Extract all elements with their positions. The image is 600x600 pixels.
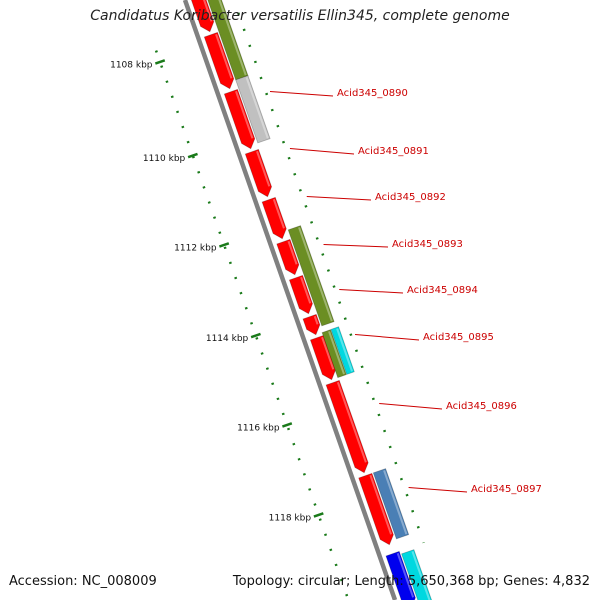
gene-label: Acid345_0892 [375, 192, 446, 203]
steelblue-feature [372, 468, 410, 540]
olive-feature-highlight [298, 227, 333, 322]
gene-leader-line [339, 288, 404, 294]
blue-cds-arrow-highlight [396, 552, 415, 598]
gene-label: Acid345_0890 [337, 88, 408, 99]
ruler-tick [187, 152, 198, 159]
ruler-tick [313, 512, 324, 518]
ruler-tick [281, 422, 293, 428]
steelblue-feature-highlight [383, 470, 408, 535]
cyan-feature-highlight [411, 551, 431, 600]
outer-track [232, 0, 425, 544]
grey-feature-highlight [245, 77, 269, 139]
gene-leader-line [306, 195, 372, 201]
gene-label: Acid345_0891 [358, 146, 429, 157]
cds-arrow-highlight [256, 150, 271, 187]
ruler-track [154, 50, 350, 600]
cds-arrow-highlight [203, 0, 213, 22]
scale-label: 1110 kbp [143, 154, 186, 164]
map-title: Candidatus Koribacter versatilis Ellin34… [90, 8, 510, 24]
cds-arrow [223, 88, 256, 150]
cds-arrow [358, 472, 394, 546]
cds-arrow-highlight [287, 240, 298, 265]
gene-leader-line [379, 402, 443, 410]
cds-arrow-highlight [336, 381, 367, 463]
cds-arrow-highlight [369, 474, 393, 535]
gene-leader-line [289, 147, 355, 155]
ruler-tick [154, 59, 166, 65]
cds-arrow-highlight [321, 336, 335, 370]
cds-arrow-highlight [215, 33, 233, 79]
accession-text: Accession: NC_008009 [9, 574, 157, 589]
cds-arrow [276, 238, 300, 276]
gene-leader-line [354, 333, 420, 341]
cds-arrow-highlight [235, 90, 254, 139]
gene-leader-line [323, 243, 389, 248]
olive-feature [321, 329, 347, 379]
scale-label: 1114 kbp [206, 334, 249, 344]
cds-arrow [302, 313, 321, 336]
gene-label: Acid345_0893 [392, 239, 463, 250]
cds-arrow [325, 379, 369, 474]
gene-label: Acid345_0897 [471, 484, 542, 495]
cds-arrow-highlight [272, 198, 285, 229]
scale-label: 1118 kbp [269, 514, 312, 524]
olive-feature-highlight [328, 331, 345, 375]
cds-arrow-highlight [300, 276, 312, 304]
cds-arrow [190, 0, 215, 33]
olive-feature [287, 225, 335, 327]
cds-arrow [203, 31, 235, 90]
cyan-feature [401, 549, 433, 600]
cyan-feature [330, 326, 355, 375]
cyan-feature-highlight [336, 328, 353, 372]
ruler-tick [218, 242, 230, 248]
olive-feature-highlight [218, 0, 247, 76]
gene-leader-line [408, 486, 468, 493]
scale-label: 1108 kbp [110, 61, 153, 71]
cds-arrow [288, 274, 313, 315]
gene-label: Acid345_0895 [423, 332, 494, 343]
gene-label: Acid345_0896 [446, 401, 517, 412]
genome-summary-text: Topology: circular; Length: 5,650,368 bp… [232, 574, 590, 589]
ruler-tick [250, 332, 261, 339]
gene-label: Acid345_0894 [407, 285, 478, 296]
cds-arrow-highlight [313, 315, 319, 325]
scale-label: 1112 kbp [174, 244, 217, 254]
blue-cds-arrow [385, 550, 416, 600]
cds-arrow [244, 148, 273, 198]
cds-arrow [261, 196, 287, 240]
scale-label: 1116 kbp [237, 424, 280, 434]
genome-backbone [182, 0, 398, 600]
grey-feature [235, 75, 271, 144]
gene-leader-line [269, 90, 334, 97]
